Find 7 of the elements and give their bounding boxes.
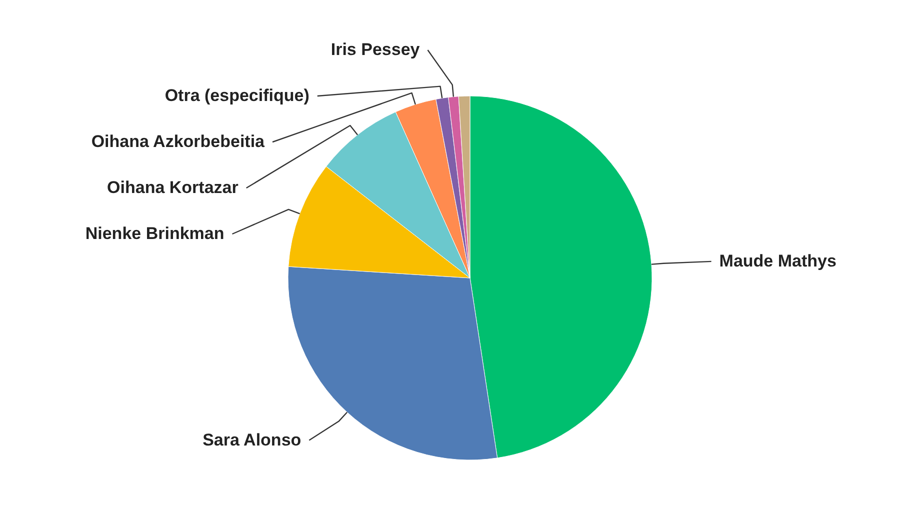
slice-label: Nienke Brinkman bbox=[85, 224, 224, 243]
slice-label: Oihana Kortazar bbox=[107, 178, 239, 197]
slice-label: Otra (especifique) bbox=[164, 86, 310, 105]
slice-label: Maude Mathys bbox=[719, 251, 836, 270]
slice-label: Iris Pessey bbox=[330, 40, 420, 59]
slice-label: Oihana Azkorbebeitia bbox=[91, 132, 266, 151]
slice-label: Sara Alonso bbox=[202, 430, 302, 450]
